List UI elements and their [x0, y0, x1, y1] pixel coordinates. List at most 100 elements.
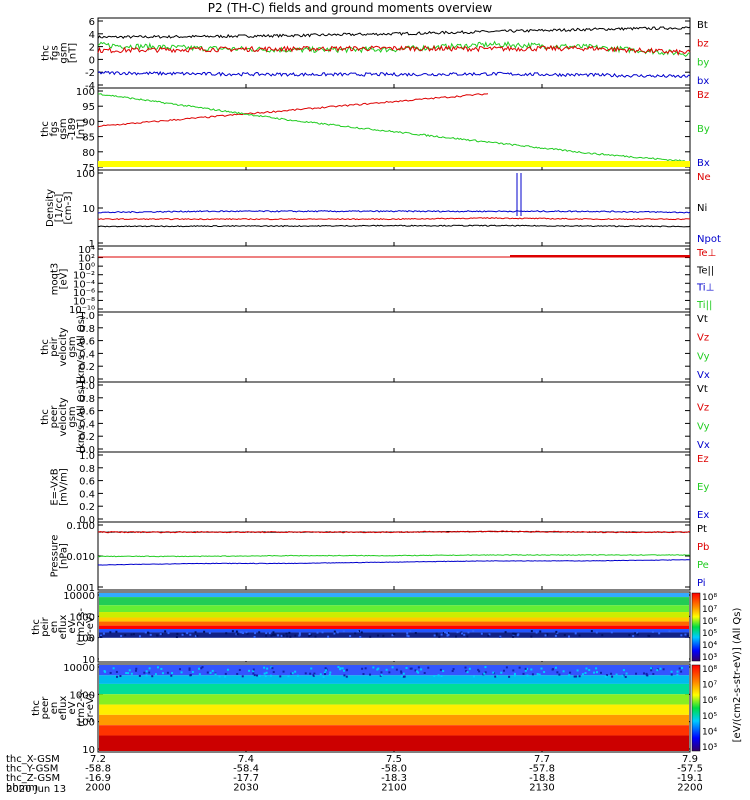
spec-speckle: [156, 634, 159, 637]
ytick-label-peer-spec: 100: [76, 718, 95, 729]
spec-speckle: [635, 672, 638, 675]
xaxis-value: 7.7: [534, 754, 550, 765]
spec-speckle: [452, 668, 455, 671]
spec-speckle: [632, 635, 635, 638]
spec-speckle: [524, 667, 527, 670]
ylabel-fgs-gse: gsm: [58, 118, 69, 139]
spec-speckle: [526, 667, 529, 670]
spec-speckle: [554, 666, 557, 669]
spec-speckle: [647, 634, 650, 637]
spec-speckle: [236, 633, 239, 636]
legend-efield-Ey: Ey: [697, 482, 709, 493]
spec-speckle: [538, 673, 541, 676]
ytick-label-fgs-gse: 95: [82, 102, 95, 113]
ylabel-fgs-gse: -189: [67, 118, 78, 141]
spec-speckle: [341, 667, 344, 670]
spec-speckle: [513, 674, 516, 677]
spec-speckle: [488, 633, 491, 636]
spec-speckle: [495, 674, 498, 677]
spec-speckle: [662, 668, 665, 671]
spec-speckle: [522, 672, 525, 675]
spec-speckle: [188, 667, 191, 670]
series-Bt: [97, 26, 691, 39]
spec-speckle: [512, 669, 515, 672]
spec-speckle: [231, 630, 234, 633]
spec-speckle: [206, 671, 209, 674]
ytick-label-peer-velocity: 0.4: [79, 419, 95, 430]
spec-speckle: [658, 632, 661, 635]
spec-speckle: [226, 668, 229, 671]
spec-speckle: [513, 632, 516, 635]
spec-speckle: [322, 675, 325, 678]
xaxis-value: -16.9: [85, 773, 111, 784]
spec-speckle: [416, 670, 419, 673]
spec-speckle: [188, 668, 191, 671]
spec-speckle: [103, 670, 106, 673]
xaxis-value: -57.5: [677, 764, 703, 775]
spec-speckle: [473, 675, 476, 678]
xaxis-value: -57.8: [529, 764, 555, 775]
ytick-label-fgs-dsl: 6: [89, 17, 95, 28]
spec-speckle: [680, 666, 683, 669]
spec-speckle: [615, 673, 618, 676]
spec-speckle: [447, 632, 450, 635]
spec-speckle: [684, 633, 687, 636]
ytick-label-peir-spec: 10000: [63, 591, 95, 602]
spec-speckle: [573, 675, 576, 678]
colorbar-tick: 10³: [702, 743, 717, 753]
spec-speckle: [130, 633, 133, 636]
ytick-label-efield: 0.2: [79, 502, 95, 513]
spec-speckle: [132, 633, 135, 636]
legend-fgs-gse-By: By: [697, 124, 710, 135]
panel-frame-peer-velocity: [97, 381, 691, 453]
spec-speckle: [535, 631, 538, 634]
spec-speckle: [455, 635, 458, 638]
spec-speckle: [170, 674, 173, 677]
spec-speckle: [120, 634, 123, 637]
spec-speckle: [590, 630, 593, 633]
spec-speckle: [409, 667, 412, 670]
spec-speckle: [143, 671, 146, 674]
spec-speckle: [194, 631, 197, 634]
spec-speckle: [439, 668, 442, 671]
spec-speckle: [595, 631, 598, 634]
ylabel-efield: [mV/m]: [59, 468, 70, 506]
spec-speckle: [593, 671, 596, 674]
spec-speckle: [99, 635, 102, 638]
spec-speckle: [287, 675, 290, 678]
spec-speckle: [166, 671, 169, 674]
spec-speckle: [556, 671, 559, 674]
legend-density-Ne: Ne: [697, 172, 711, 183]
spec-speckle: [342, 630, 345, 633]
spec-speckle: [417, 666, 420, 669]
ylabel-fgs-dsl: gsm: [59, 42, 70, 63]
spec-speckle: [255, 674, 258, 677]
colorbar-tick: 10⁸: [702, 665, 717, 675]
spec-speckle: [109, 671, 112, 674]
spec-speckle: [164, 630, 167, 633]
spec-speckle: [324, 673, 327, 676]
spec-speckle: [160, 633, 163, 636]
spec-speckle: [116, 675, 119, 678]
ytick-label-peir-velocity: 0.8: [79, 324, 95, 335]
series-Bz: [97, 93, 489, 128]
ylabel-fgs-gse: fgs: [49, 121, 60, 136]
spec-speckle: [191, 671, 194, 674]
spec-speckle: [225, 632, 228, 635]
spec-speckle: [442, 670, 445, 673]
spec-speckle: [472, 630, 475, 633]
colorbar-tick: 10⁸: [702, 593, 717, 603]
spec-speckle: [128, 669, 131, 672]
spec-speckle: [446, 634, 449, 637]
ylabel-peer-spec: thc: [31, 700, 42, 716]
spec-speckle: [252, 669, 255, 672]
colorbar-tick: 10⁷: [702, 681, 717, 691]
spec-speckle: [487, 634, 490, 637]
ytick-label-density: 1: [89, 239, 95, 250]
ylabel-peir-spec: eflux: [58, 615, 69, 640]
spec-speckle: [512, 635, 515, 638]
spec-speckle: [182, 632, 185, 635]
ytick-label-peir-velocity: 0.4: [79, 349, 95, 360]
spec-speckle: [296, 674, 299, 677]
